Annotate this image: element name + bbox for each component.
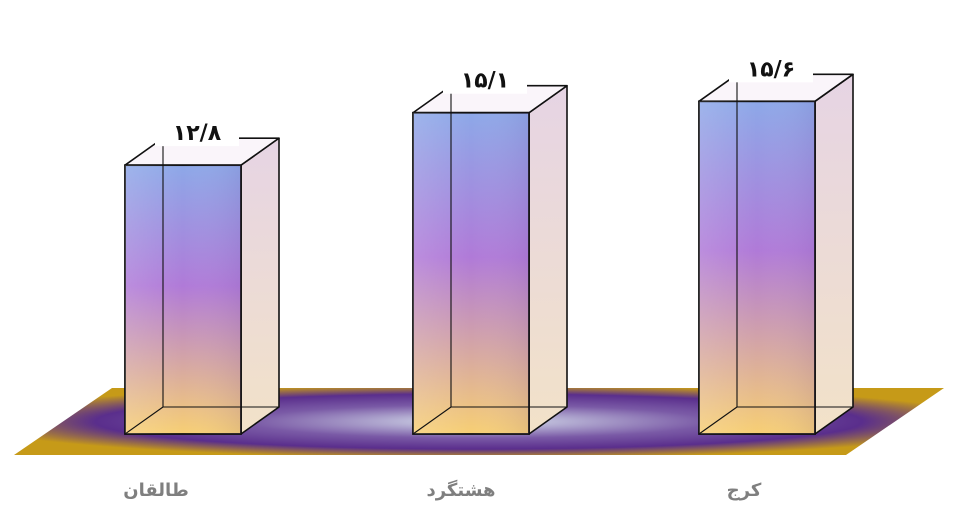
value-label: ۱۵/۱: [461, 69, 509, 94]
bar-back-edge: [124, 406, 164, 435]
bar-column: ۱۵/۱: [412, 65, 568, 435]
bar-back-edge: [698, 406, 738, 435]
bar-column: ۱۵/۶: [698, 54, 854, 435]
bar-back-edge: [412, 406, 452, 435]
value-label-bg: [443, 65, 527, 94]
bar-front-shade: [413, 112, 529, 434]
value-label: ۱۲/۸: [173, 121, 222, 146]
bar-side-face: [814, 73, 854, 435]
bar-front-shade: [699, 101, 815, 434]
value-label-bg: [729, 54, 813, 83]
category-labels: طالقان هشتگرد کرج: [123, 479, 762, 501]
bar-front-shade: [125, 165, 241, 434]
value-label-bg: [155, 118, 239, 147]
bars-layer: ۱۲/۸ ۱۵/۱ ۱۵/۶: [124, 54, 854, 435]
value-label: ۱۵/۶: [747, 57, 795, 82]
category-label: طالقان: [123, 480, 189, 501]
bar-side-face: [528, 84, 568, 435]
bar-side-face: [240, 137, 280, 435]
category-label: کرج: [727, 480, 762, 501]
category-label: هشتگرد: [426, 479, 495, 501]
bar-column: ۱۲/۸: [124, 118, 280, 435]
